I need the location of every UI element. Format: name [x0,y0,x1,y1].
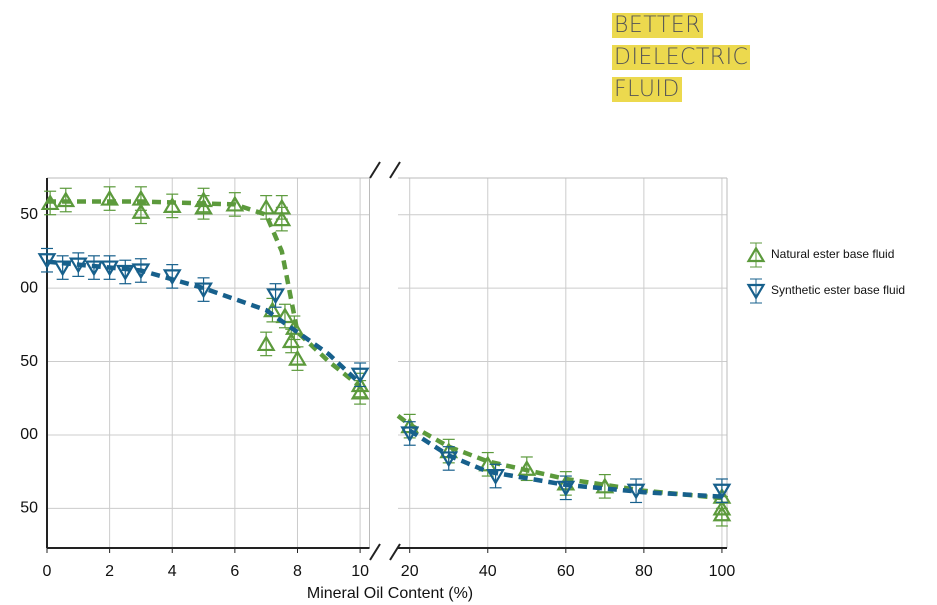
data-point [131,258,151,283]
legend-label: Synthetic ester base fluid [771,283,905,297]
data-point [486,463,505,489]
data-point [162,264,182,289]
x-tick-label: 2 [105,563,114,580]
data-point [256,195,276,220]
data-point [272,206,292,232]
data-point [40,190,60,216]
marker [194,282,213,299]
marker [350,367,370,384]
x-tick-label: 4 [168,563,177,580]
marker [281,332,301,349]
marker [288,349,307,366]
marker [37,253,57,270]
axis-break [369,543,381,561]
data-point [595,473,615,499]
marker [100,260,120,277]
marker [256,334,276,352]
y-tick-label: 00 [20,426,38,443]
y-tick-label: 50 [20,206,38,223]
data-point [100,255,120,280]
x-tick-label: 100 [709,563,736,580]
marker [84,260,104,277]
data-point [400,421,420,446]
data-point [556,475,576,501]
marker [256,198,276,215]
y-tick-label: 00 [20,279,38,296]
marker [162,196,182,213]
x-tick-label: 40 [479,563,497,580]
marker [266,288,285,305]
data-point [53,255,73,280]
y-tick-label: 50 [20,353,38,370]
marker [626,483,646,500]
axis-break [389,161,401,179]
data-point [350,362,370,388]
data-point [68,252,88,277]
marker [162,269,182,286]
marker [53,260,73,277]
x-tick-label: 6 [230,563,239,580]
y-tick-label: 50 [20,500,38,517]
marker [712,505,732,522]
marker [556,480,576,497]
data-point [626,478,646,504]
x-tick-label: 0 [43,563,52,580]
data-point [194,277,213,302]
data-point [37,247,57,273]
data-point [281,328,301,354]
marker [56,191,76,208]
marker [712,483,732,500]
marker [131,202,151,219]
data-point [84,255,104,280]
x-tick-label: 20 [401,563,419,580]
data-point [131,199,151,225]
fit-line [47,199,723,501]
x-tick-label: 8 [293,563,302,580]
marker [68,257,88,274]
x-tick-label: 60 [557,563,575,580]
data-point [56,187,76,213]
marker [194,198,213,215]
data-point [439,446,459,471]
marker [115,264,135,281]
marker [272,210,292,227]
x-tick-label: 80 [635,563,653,580]
marker [400,426,420,443]
marker [439,451,459,468]
data-point [266,283,285,308]
legend-marker [746,283,766,300]
axis-break [369,161,381,179]
headline: BETTER DIELECTRIC FLUID [612,10,782,106]
marker [131,263,151,280]
data-point [115,259,135,285]
axis-break [389,543,401,561]
marker [100,189,120,206]
data-point [100,186,120,211]
marker [350,383,370,400]
data-point [162,193,182,219]
data-point [194,195,213,220]
legend-marker [746,246,766,263]
data-point [256,331,276,357]
marker [517,459,537,476]
data-point [225,192,245,217]
legend-label: Natural ester base fluid [771,247,894,261]
data-point [712,478,732,504]
fit-line [46,259,723,499]
x-axis-label: Mineral Oil Content (%) [307,585,473,602]
data-point [288,346,307,371]
marker [486,468,505,485]
marker [225,195,245,212]
marker [40,194,60,211]
x-tick-label: 10 [351,563,369,580]
